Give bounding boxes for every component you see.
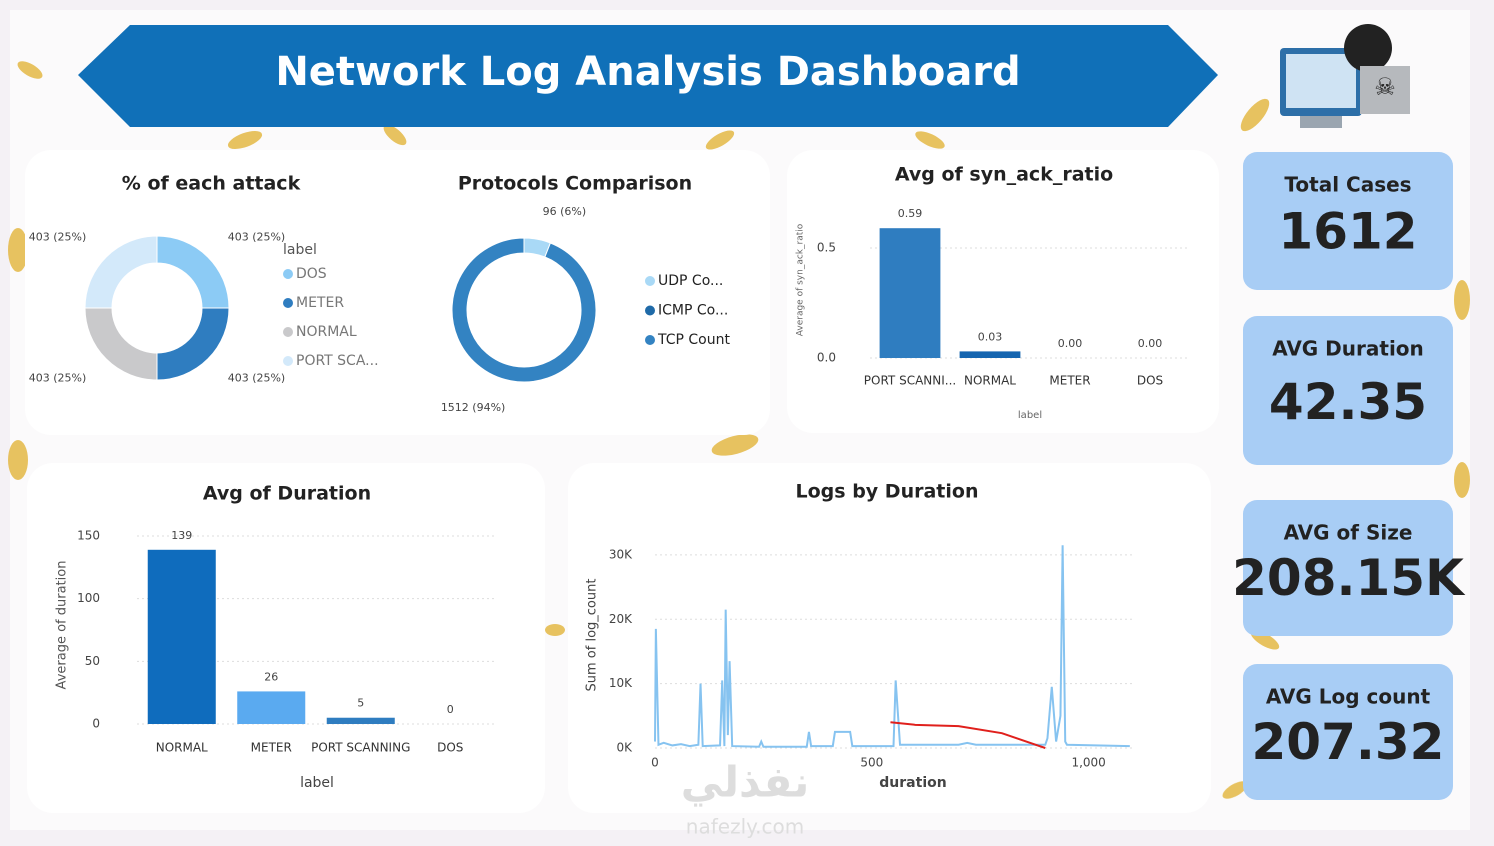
bar: [326, 717, 395, 724]
bar: [237, 691, 306, 724]
x-tick-label: PORT SCANNI...: [864, 374, 956, 388]
bar: [959, 351, 1021, 358]
legend-swatch: [283, 356, 293, 366]
watermark: نفذلي: [681, 758, 810, 808]
legend-label: TCP Count: [657, 332, 730, 348]
y-tick-label: 50: [85, 654, 100, 668]
donut-slice: [451, 237, 597, 383]
chart-title: Logs by Duration: [796, 481, 979, 503]
data-label: 0.03: [978, 330, 1003, 343]
chart-title: Avg of Duration: [203, 483, 371, 505]
x-tick-label: DOS: [1137, 374, 1163, 388]
x-tick-label: METER: [1049, 374, 1090, 388]
x-axis-label: label: [1018, 410, 1042, 421]
legend-swatch: [283, 327, 293, 337]
legend-label: PORT SCA...: [296, 353, 379, 369]
legend-title: label: [283, 242, 317, 258]
y-tick-label: 100: [77, 591, 100, 605]
kpi-card: [1243, 664, 1453, 800]
kpi-label: AVG Duration: [1272, 337, 1424, 361]
legend-swatch: [283, 269, 293, 279]
legend-label: UDP Co...: [658, 273, 723, 289]
panel: [25, 150, 770, 435]
y-tick-label: 150: [77, 529, 100, 543]
confetti: [8, 61, 1470, 799]
x-tick-label: METER: [251, 741, 292, 755]
data-label: 26: [264, 670, 278, 683]
y-tick-label: 0: [92, 717, 100, 731]
y-axis-label: Average of syn_ack_ratio: [796, 223, 806, 336]
y-tick-label: 0.0: [817, 351, 836, 365]
legend-swatch: [283, 298, 293, 308]
panel: [568, 463, 1211, 813]
watermark: nafezly.com: [686, 815, 804, 839]
x-tick-label: NORMAL: [964, 374, 1016, 388]
bar: [147, 549, 216, 724]
y-axis-label: Average of duration: [55, 561, 70, 690]
data-label: 96 (6%): [543, 205, 587, 218]
data-label: 403 (25%): [29, 230, 87, 243]
x-tick-label: PORT SCANNING: [311, 741, 410, 755]
legend-label: METER: [296, 295, 344, 311]
donut-slice: [84, 235, 158, 309]
legend-label: NORMAL: [296, 324, 357, 340]
kpi-value: 207.32: [1252, 713, 1445, 771]
x-tick-label: NORMAL: [156, 741, 208, 755]
kpi-card: [1243, 500, 1453, 636]
data-label: 0.00: [1058, 337, 1083, 350]
legend-label: ICMP Co...: [658, 303, 728, 319]
kpi-card: [1243, 152, 1453, 290]
data-label: 0.00: [1138, 337, 1163, 350]
kpi-label: AVG of Size: [1284, 521, 1413, 545]
data-label: 5: [357, 697, 364, 710]
data-label: 0.59: [898, 207, 923, 220]
kpi-value: 42.35: [1269, 373, 1427, 431]
title-banner: [78, 25, 1218, 127]
kpi-label: AVG Log count: [1266, 685, 1431, 709]
y-tick-label: 0.5: [817, 241, 836, 255]
y-tick-label: 20K: [609, 612, 633, 626]
kpi-card: [1243, 316, 1453, 465]
legend-swatch: [645, 335, 655, 345]
x-axis-label: duration: [879, 775, 946, 791]
y-tick-label: 0K: [616, 741, 633, 755]
chart-title: Avg of syn_ack_ratio: [895, 164, 1113, 186]
kpi-value: 208.15K: [1232, 549, 1466, 607]
y-tick-label: 10K: [609, 676, 633, 690]
svg-text:☠: ☠: [1374, 73, 1396, 101]
x-tick-label: 0: [651, 756, 659, 770]
bar: [879, 228, 941, 358]
hacker-icon: ☠: [1280, 24, 1410, 128]
data-label: 403 (25%): [228, 372, 286, 385]
chart-title: Protocols Comparison: [458, 173, 692, 195]
panel: [787, 150, 1219, 433]
data-label: 139: [171, 529, 192, 542]
panel: [27, 463, 545, 813]
chart-title: % of each attack: [122, 173, 301, 195]
legend-swatch: [645, 276, 655, 286]
x-tick-label: 500: [860, 756, 883, 770]
y-axis-label: Sum of log_count: [585, 579, 600, 692]
kpi-value: 1612: [1278, 202, 1417, 260]
x-tick-label: 1,000: [1071, 756, 1105, 770]
y-tick-label: 30K: [609, 547, 633, 561]
legend-swatch: [645, 305, 655, 316]
data-label: 1512 (94%): [441, 401, 506, 414]
data-label: 403 (25%): [228, 230, 286, 243]
kpi-label: Total Cases: [1284, 173, 1411, 197]
line-series: [890, 721, 1046, 749]
line-series: [654, 545, 1130, 748]
data-label: 0: [447, 703, 454, 716]
x-axis-label: label: [300, 775, 334, 791]
legend-label: DOS: [296, 266, 327, 282]
x-tick-label: DOS: [437, 741, 463, 755]
data-label: 403 (25%): [29, 372, 87, 385]
dashboard-title: Network Log Analysis Dashboard: [275, 49, 1020, 95]
